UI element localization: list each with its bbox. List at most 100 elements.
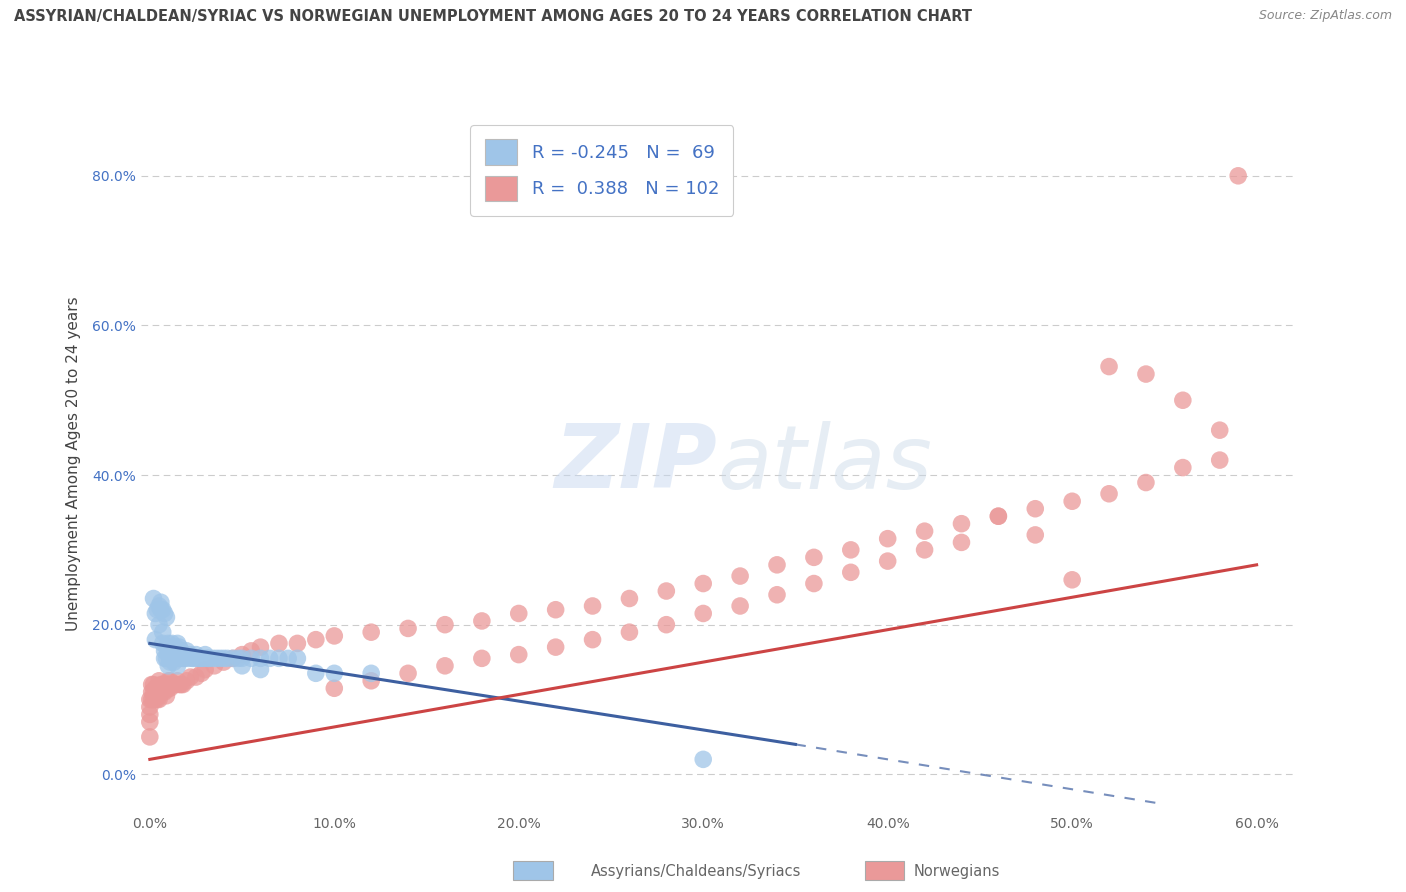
Y-axis label: Unemployment Among Ages 20 to 24 years: Unemployment Among Ages 20 to 24 years	[66, 296, 80, 632]
Point	[1171, 393, 1194, 408]
Point	[165, 677, 187, 691]
Point	[876, 532, 898, 546]
Point	[172, 651, 194, 665]
Text: Norwegians: Norwegians	[914, 863, 1000, 879]
Point	[728, 599, 751, 613]
Point	[194, 663, 217, 677]
Point	[201, 651, 224, 665]
Point	[508, 607, 530, 621]
Point	[766, 588, 789, 602]
Point	[184, 670, 207, 684]
Point	[148, 599, 170, 613]
Point	[323, 629, 346, 643]
Point	[157, 681, 180, 696]
Point	[544, 640, 567, 654]
Point	[153, 677, 176, 691]
Point	[159, 673, 181, 688]
Point	[146, 681, 169, 696]
Point	[190, 651, 212, 665]
Point	[987, 509, 1010, 524]
Point	[155, 610, 177, 624]
Point	[1062, 494, 1084, 508]
Legend: R = -0.245   N =  69, R =  0.388   N = 102: R = -0.245 N = 69, R = 0.388 N = 102	[470, 125, 734, 216]
Point	[728, 569, 751, 583]
Point	[148, 692, 170, 706]
Point	[1024, 528, 1046, 542]
Point	[146, 603, 169, 617]
Point	[149, 685, 172, 699]
Point	[155, 640, 177, 654]
Point	[141, 677, 163, 691]
Point	[249, 640, 271, 654]
Point	[163, 655, 186, 669]
Point	[803, 550, 825, 565]
Point	[876, 554, 898, 568]
Point	[184, 648, 207, 662]
Point	[202, 658, 225, 673]
Point	[148, 681, 170, 696]
Point	[208, 651, 231, 665]
Point	[142, 677, 165, 691]
Point	[169, 651, 191, 665]
Point	[159, 655, 181, 669]
Point	[181, 651, 204, 665]
Point	[249, 663, 271, 677]
Text: Assyrians/Chaldeans/Syriacs: Assyrians/Chaldeans/Syriacs	[591, 863, 801, 879]
Point	[287, 651, 309, 665]
Point	[170, 677, 193, 691]
Point	[157, 658, 180, 673]
Point	[163, 677, 186, 691]
Point	[188, 651, 211, 665]
Point	[153, 644, 176, 658]
Point	[157, 636, 180, 650]
Point	[153, 607, 176, 621]
Point	[267, 651, 290, 665]
Text: ZIP: ZIP	[554, 420, 717, 508]
Point	[1135, 367, 1157, 381]
Text: ASSYRIAN/CHALDEAN/SYRIAC VS NORWEGIAN UNEMPLOYMENT AMONG AGES 20 TO 24 YEARS COR: ASSYRIAN/CHALDEAN/SYRIAC VS NORWEGIAN UN…	[14, 9, 972, 24]
Point	[143, 632, 166, 647]
Point	[169, 677, 191, 691]
Point	[160, 651, 183, 665]
Point	[149, 677, 172, 691]
Point	[165, 651, 187, 665]
Point	[155, 677, 177, 691]
Point	[655, 584, 678, 599]
Point	[360, 666, 382, 681]
Point	[139, 692, 162, 706]
Point	[141, 692, 163, 706]
Point	[950, 535, 973, 549]
Point	[160, 677, 183, 691]
Point	[176, 673, 198, 688]
Point	[950, 516, 973, 531]
Point	[692, 752, 714, 766]
Point	[155, 651, 177, 665]
Point	[157, 648, 180, 662]
Point	[195, 651, 218, 665]
Point	[157, 673, 180, 688]
Text: Source: ZipAtlas.com: Source: ZipAtlas.com	[1258, 9, 1392, 22]
Point	[153, 685, 176, 699]
Point	[139, 714, 162, 729]
Point	[165, 640, 187, 654]
Point	[148, 617, 170, 632]
Point	[141, 685, 163, 699]
Point	[153, 651, 176, 665]
Point	[1135, 475, 1157, 490]
Point	[172, 677, 194, 691]
Point	[259, 651, 281, 665]
Point	[1209, 423, 1232, 437]
Point	[205, 651, 228, 665]
Point	[152, 603, 174, 617]
Point	[396, 622, 419, 636]
Point	[212, 651, 235, 665]
Point	[581, 599, 603, 613]
Point	[1209, 453, 1232, 467]
Point	[839, 566, 862, 580]
Point	[839, 542, 862, 557]
Point	[166, 648, 188, 662]
Point	[803, 576, 825, 591]
Point	[305, 666, 328, 681]
Point	[212, 655, 235, 669]
Point	[166, 636, 188, 650]
